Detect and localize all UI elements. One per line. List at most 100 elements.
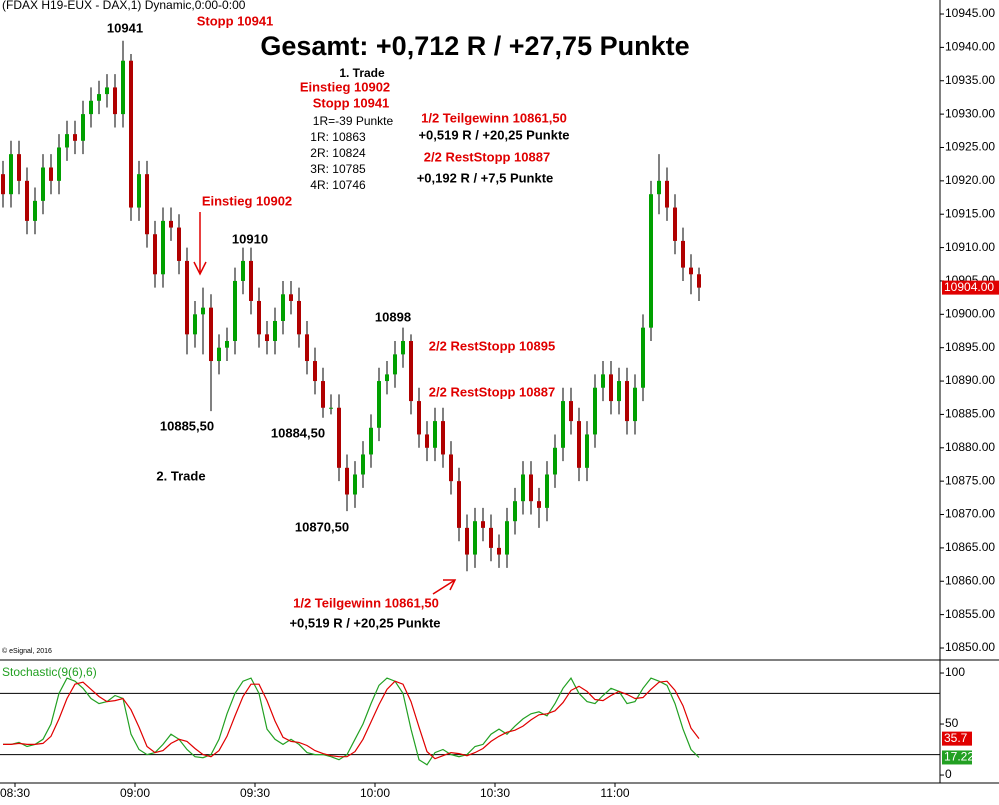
annotation: 2. Trade (156, 468, 205, 483)
annotation: 2/2 RestStopp 10887 (424, 149, 550, 164)
candle-body (105, 87, 109, 95)
y-tick-label: 10850.00 (945, 640, 995, 654)
candle-body (513, 501, 517, 522)
candle-body (521, 474, 525, 502)
y-tick-label: 10860.00 (945, 573, 995, 587)
annotation: 10898 (375, 309, 411, 324)
candle-body (57, 147, 61, 181)
candle-body (617, 381, 621, 402)
last-price-label: 10904.00 (944, 280, 994, 294)
last-value-box (942, 750, 972, 765)
annotation: Einstieg 10902 (300, 79, 390, 94)
candle-body (265, 334, 269, 342)
y-tick-label: 10945.00 (945, 6, 995, 20)
candle-body (41, 167, 45, 201)
annotation: +0,519 R / +20,25 Punkte (289, 615, 440, 630)
candle-body (497, 547, 501, 555)
last-value-label: 17.22 (944, 750, 974, 764)
candle-body (25, 180, 29, 221)
candle-body (161, 220, 165, 275)
candle-body (561, 401, 565, 448)
y-tick-label: 50 (945, 716, 959, 730)
y-tick-label: 10915.00 (945, 206, 995, 220)
y-tick-label: 10910.00 (945, 240, 995, 254)
candle-body (425, 434, 429, 448)
annotation: Stopp 10941 (197, 13, 274, 28)
candle-body (169, 220, 173, 228)
exit-arrow (432, 579, 457, 595)
candle-body (569, 401, 573, 422)
candle-body (345, 467, 349, 495)
annotation: 2/2 RestStopp 10895 (429, 338, 555, 353)
y-tick-label: 10875.00 (945, 473, 995, 487)
stoch-line (3, 676, 700, 766)
candle-body (249, 260, 253, 301)
annotation: 10941 (107, 20, 143, 35)
y-tick-label: 10920.00 (945, 173, 995, 187)
candle-body (73, 134, 77, 141)
annotation: +0,519 R / +20,25 Punkte (418, 127, 569, 142)
candle-body (241, 260, 245, 281)
candle-body (609, 374, 613, 402)
last-value-label: 35.7 (944, 731, 968, 745)
annotation: 10910 (232, 231, 268, 246)
candle-body (673, 207, 677, 241)
x-tick-label: 09:30 (240, 786, 270, 800)
candle-body (273, 320, 277, 342)
candle-body (113, 87, 117, 115)
candle-body (305, 334, 309, 362)
stoch-line (3, 680, 700, 760)
candle-body (401, 341, 405, 355)
candle-body (129, 60, 133, 208)
x-tick-label: 08:30 (0, 786, 30, 800)
candle-body (153, 234, 157, 275)
copyright: © eSignal, 2016 (2, 647, 52, 655)
candle-body (409, 341, 413, 402)
candle-body (137, 174, 141, 208)
candle-body (1, 174, 5, 195)
candle-body (641, 327, 645, 388)
annotation: 2/2 RestStopp 10887 (429, 384, 555, 399)
annotation: 2R: 10824 (310, 146, 366, 160)
candle-body (529, 474, 533, 502)
candle-body (217, 347, 221, 362)
annotation: 1R=-39 Punkte (313, 114, 394, 128)
y-tick-label: 100 (945, 665, 965, 679)
candle-body (665, 180, 669, 208)
candle-body (457, 481, 461, 528)
indicator-title: Stochastic(9(6),6) (2, 665, 97, 679)
candle-body (9, 154, 13, 195)
candle-body (353, 474, 357, 495)
candle-body (697, 274, 701, 288)
y-tick-label: 10890.00 (945, 373, 995, 387)
candle-body (585, 434, 589, 468)
last-price-box (942, 280, 999, 295)
candle-body (465, 527, 469, 555)
candle-body (489, 527, 493, 548)
annotation: Einstieg 10902 (202, 193, 292, 208)
candle-body (441, 421, 445, 455)
x-tick-label: 10:00 (360, 786, 390, 800)
y-tick-label: 10940.00 (945, 40, 995, 54)
y-tick-label: 10930.00 (945, 106, 995, 120)
y-tick-label: 10885.00 (945, 407, 995, 421)
candle-body (553, 447, 557, 475)
candle-body (321, 381, 325, 408)
x-tick-label: 09:00 (120, 786, 150, 800)
candle-body (593, 387, 597, 435)
y-tick-label: 10935.00 (945, 73, 995, 87)
entry-arrow (193, 212, 207, 276)
annotation: 10884,50 (271, 425, 325, 440)
candle-body (297, 300, 301, 335)
candle-body (649, 194, 653, 328)
candle-body (449, 454, 453, 482)
annotation: 10870,50 (295, 519, 349, 534)
annotation: 1R: 10863 (310, 130, 366, 144)
candle-body (177, 227, 181, 261)
annotation: +0,192 R / +7,5 Punkte (417, 170, 554, 185)
candle-body (225, 341, 229, 348)
candle-body (49, 167, 53, 181)
last-value-box (942, 731, 972, 746)
